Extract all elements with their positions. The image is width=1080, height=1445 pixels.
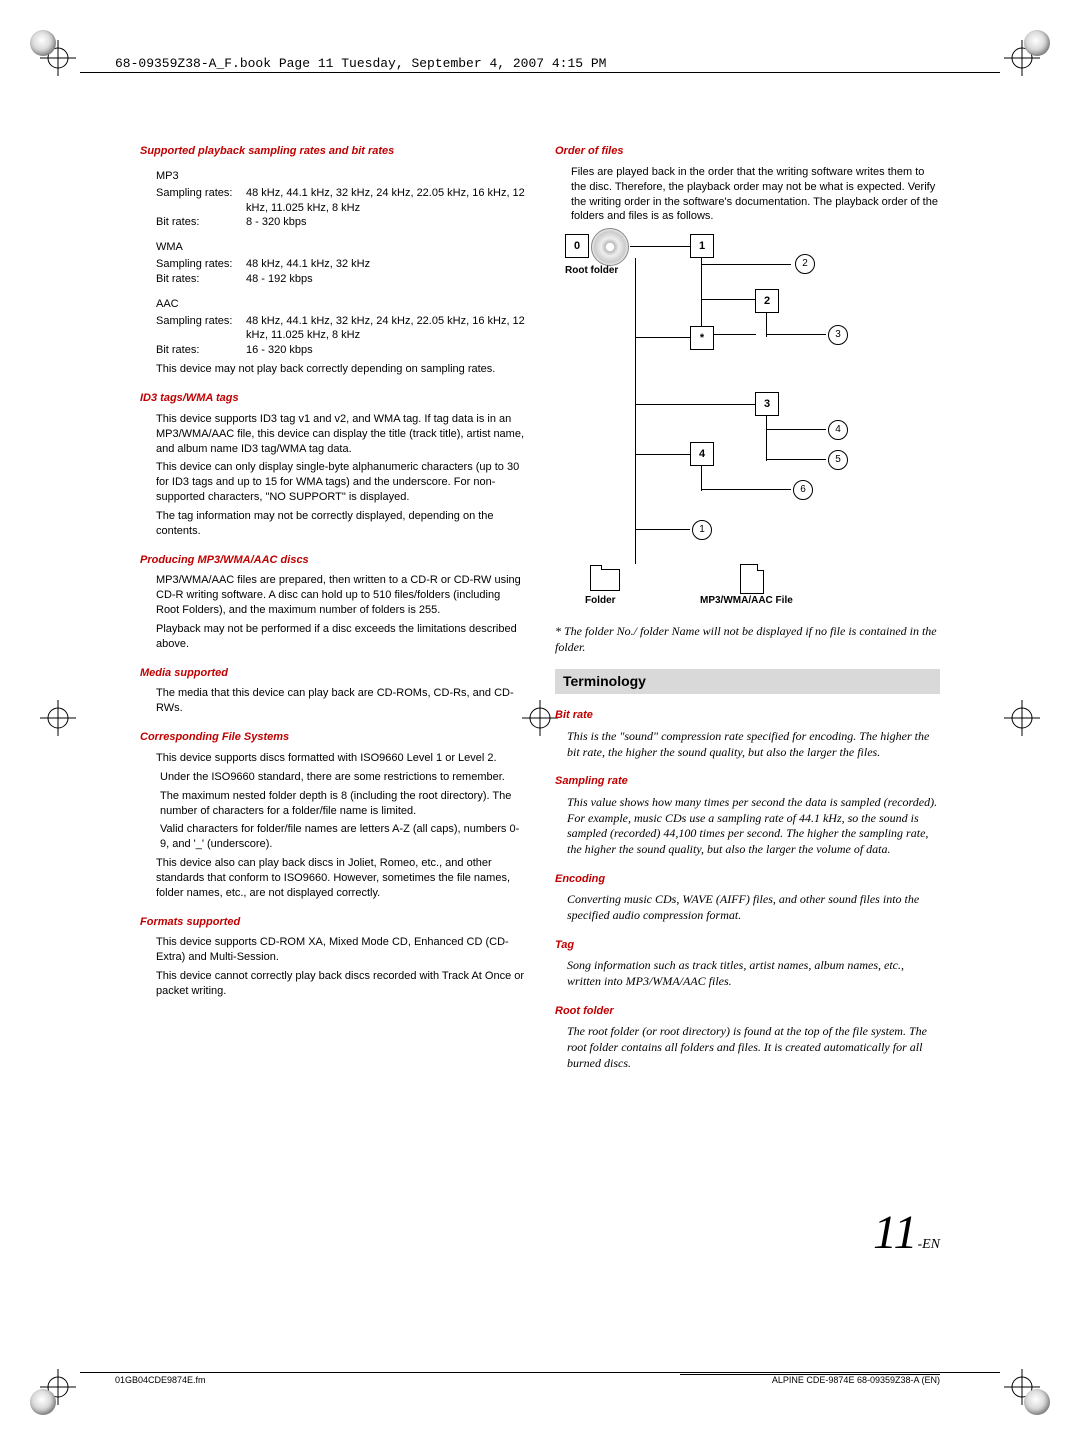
value: 48 kHz, 44.1 kHz, 32 kHz, 24 kHz, 22.05 … [246,186,525,216]
para: The tag information may not be correctly… [156,509,525,539]
term-def: The root folder (or root directory) is f… [567,1024,940,1071]
para: MP3/WMA/AAC files are prepared, then wri… [156,573,525,618]
para: Playback may not be performed if a disc … [156,622,525,652]
circ-3: 3 [828,325,848,345]
right-column: Order of files Files are played back in … [555,130,940,1081]
label: Bit rates: [156,215,246,230]
file-legend: MP3/WMA/AAC File [700,594,793,608]
registration-mark [40,700,76,736]
circ-1: 1 [692,520,712,540]
page-header: 68-09359Z38-A_F.book Page 11 Tuesday, Se… [115,56,606,71]
corner-sphere [1024,1389,1050,1415]
mp3-title: MP3 [156,169,525,184]
footer-right: ALPINE CDE-9874E 68-09359Z38-A (EN) [772,1375,940,1385]
frame-bottom [80,1372,1000,1373]
value: 8 - 320 kbps [246,215,307,230]
page-content: Supported playback sampling rates and bi… [140,130,940,1260]
term-def: This value shows how many times per seco… [567,795,940,857]
corner-sphere [1024,30,1050,56]
term-h: Tag [555,938,940,953]
label: Sampling rates: [156,257,246,272]
diagram-note: * The folder No./ folder Name will not b… [555,624,940,655]
heading-sampling: Supported playback sampling rates and bi… [140,144,525,159]
circ-2: 2 [795,254,815,274]
file-icon [740,564,764,594]
heading-filesys: Corresponding File Systems [140,730,525,745]
folder-icon [590,569,618,589]
box-2: 2 [755,289,779,313]
value: 48 kHz, 44.1 kHz, 32 kHz, 24 kHz, 22.05 … [246,314,525,344]
left-column: Supported playback sampling rates and bi… [140,130,525,1003]
circ-5: 5 [828,450,848,470]
corner-sphere [30,1389,56,1415]
para: The media that this device can play back… [156,686,525,716]
box-4: 4 [690,442,714,466]
term-h: Sampling rate [555,774,940,789]
heading-producing: Producing MP3/WMA/AAC discs [140,553,525,568]
heading-formats: Formats supported [140,915,525,930]
page-suffix: -EN [917,1237,940,1252]
para: The maximum nested folder depth is 8 (in… [160,789,525,819]
page-num-value: 11 [873,1206,917,1259]
corner-sphere [30,30,56,56]
para: This device cannot correctly play back d… [156,969,525,999]
value: 48 kHz, 44.1 kHz, 32 kHz [246,257,370,272]
term-h: Bit rate [555,708,940,723]
heading-media: Media supported [140,666,525,681]
term-h: Encoding [555,872,940,887]
para: This device supports CD-ROM XA, Mixed Mo… [156,935,525,965]
para: Under the ISO9660 standard, there are so… [160,770,525,785]
para: This device supports ID3 tag v1 and v2, … [156,412,525,457]
term-def: Song information such as track titles, a… [567,958,940,989]
wma-title: WMA [156,240,525,255]
para: Valid characters for folder/file names a… [160,822,525,852]
page-number: 11-EN [873,1205,940,1260]
term-def: Converting music CDs, WAVE (AIFF) files,… [567,892,940,923]
para: This device can only display single-byte… [156,460,525,505]
box-0: 0 [565,234,589,258]
folder-legend: Folder [585,594,616,608]
heading-id3: ID3 tags/WMA tags [140,391,525,406]
root-label: Root folder [565,264,618,278]
registration-mark [1004,700,1040,736]
box-1: 1 [690,234,714,258]
para: This device supports discs formatted wit… [156,751,525,766]
label: Sampling rates: [156,314,246,344]
para: This device also can play back discs in … [156,856,525,901]
footer-left: 01GB04CDE9874E.fm [115,1375,206,1385]
para: Files are played back in the order that … [571,165,940,224]
value: 48 - 192 kbps [246,272,313,287]
folder-diagram: 0 Root folder 1 2 2 3 * 3 4 [555,234,875,614]
note: This device may not play back correctly … [156,362,525,377]
aac-title: AAC [156,297,525,312]
circ-6: 6 [793,480,813,500]
disc-icon [591,228,629,266]
term-h: Root folder [555,1004,940,1019]
label: Bit rates: [156,343,246,358]
heading-order: Order of files [555,144,940,159]
value: 16 - 320 kbps [246,343,313,358]
terminology-heading: Terminology [555,669,940,694]
term-def: This is the "sound" compression rate spe… [567,729,940,760]
label: Bit rates: [156,272,246,287]
box-star: * [690,326,714,350]
circ-4: 4 [828,420,848,440]
label: Sampling rates: [156,186,246,216]
box-3: 3 [755,392,779,416]
frame-top [80,72,1000,73]
